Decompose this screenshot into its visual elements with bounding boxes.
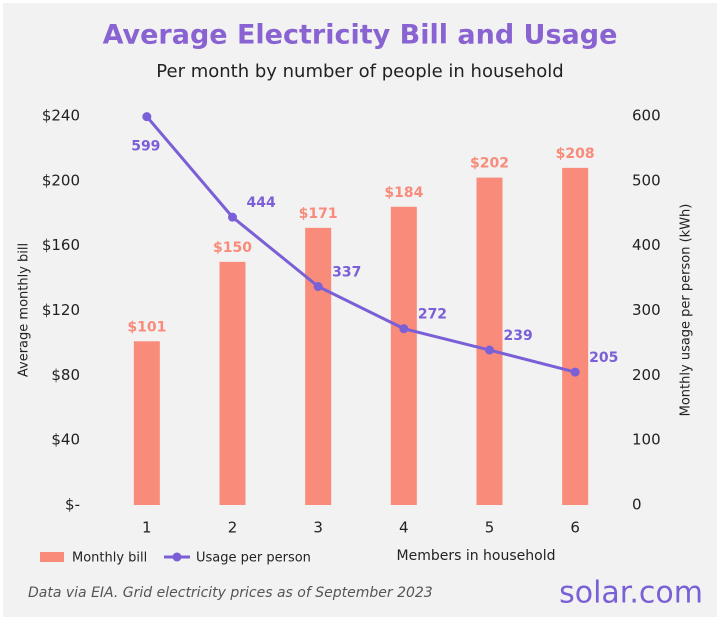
line-point — [142, 112, 152, 122]
y-tick-label: $160 — [42, 236, 80, 254]
y2-tick-label: 600 — [632, 107, 661, 125]
y-tick-label: $240 — [42, 107, 80, 125]
y2-axis-label: Monthly usage per person (kWh) — [679, 204, 694, 417]
bar-value-label: $171 — [299, 206, 338, 222]
line-value-label: 272 — [418, 307, 447, 323]
line-value-label: 599 — [131, 139, 160, 155]
bar — [133, 341, 160, 505]
y2-tick-label: 100 — [632, 431, 661, 449]
legend-label: Usage per person — [196, 551, 311, 566]
bar-value-label: $202 — [470, 156, 509, 172]
legend-swatch — [40, 552, 64, 562]
legend-label: Monthly bill — [72, 551, 147, 566]
y-tick-label: $40 — [51, 431, 80, 449]
chart-title: Average Electricity Bill and Usage — [103, 20, 618, 51]
bar — [305, 227, 332, 505]
legend-swatch — [172, 552, 182, 562]
x-tick-label: 5 — [485, 519, 495, 537]
bar-value-label: $184 — [384, 185, 423, 201]
y-tick-label: $200 — [42, 171, 80, 189]
bar — [562, 167, 589, 505]
bar — [390, 206, 417, 505]
y2-tick-label: 500 — [632, 171, 661, 189]
y-tick-label: $80 — [51, 366, 80, 384]
line-value-label: 337 — [332, 265, 361, 281]
line-value-label: 444 — [247, 195, 276, 211]
y2-tick-label: 200 — [632, 366, 661, 384]
line-point — [313, 282, 323, 292]
x-tick-label: 4 — [399, 519, 409, 537]
bar — [219, 261, 246, 505]
x-tick-label: 6 — [570, 519, 580, 537]
line — [145, 115, 576, 374]
y-axis-label: Average monthly bill — [17, 243, 32, 377]
x-tick-label: 1 — [142, 519, 152, 537]
bar-value-label: $150 — [213, 240, 252, 256]
bar-value-label: $208 — [556, 146, 595, 162]
line-value-label: 239 — [504, 328, 533, 344]
line-point — [485, 345, 494, 355]
x-tick-label: 3 — [313, 519, 323, 537]
chart-subtitle: Per month by number of people in househo… — [156, 61, 563, 82]
line-point — [570, 367, 580, 377]
line-point — [228, 212, 237, 222]
source-note: Data via EIA. Grid electricity prices as… — [28, 585, 433, 601]
logo: solar.com — [559, 576, 703, 611]
line-point — [399, 324, 409, 334]
x-axis-label: Members in household — [397, 548, 556, 564]
bar — [476, 177, 503, 505]
x-tick-label: 2 — [228, 519, 238, 537]
line-value-label: 205 — [589, 350, 618, 366]
background — [3, 3, 717, 617]
y-tick-label: $- — [65, 496, 80, 514]
bar-value-label: $101 — [127, 319, 166, 335]
y2-tick-label: 0 — [632, 496, 642, 514]
y2-tick-label: 300 — [632, 301, 661, 319]
y2-tick-label: 400 — [632, 236, 661, 254]
y-tick-label: $120 — [42, 301, 80, 319]
